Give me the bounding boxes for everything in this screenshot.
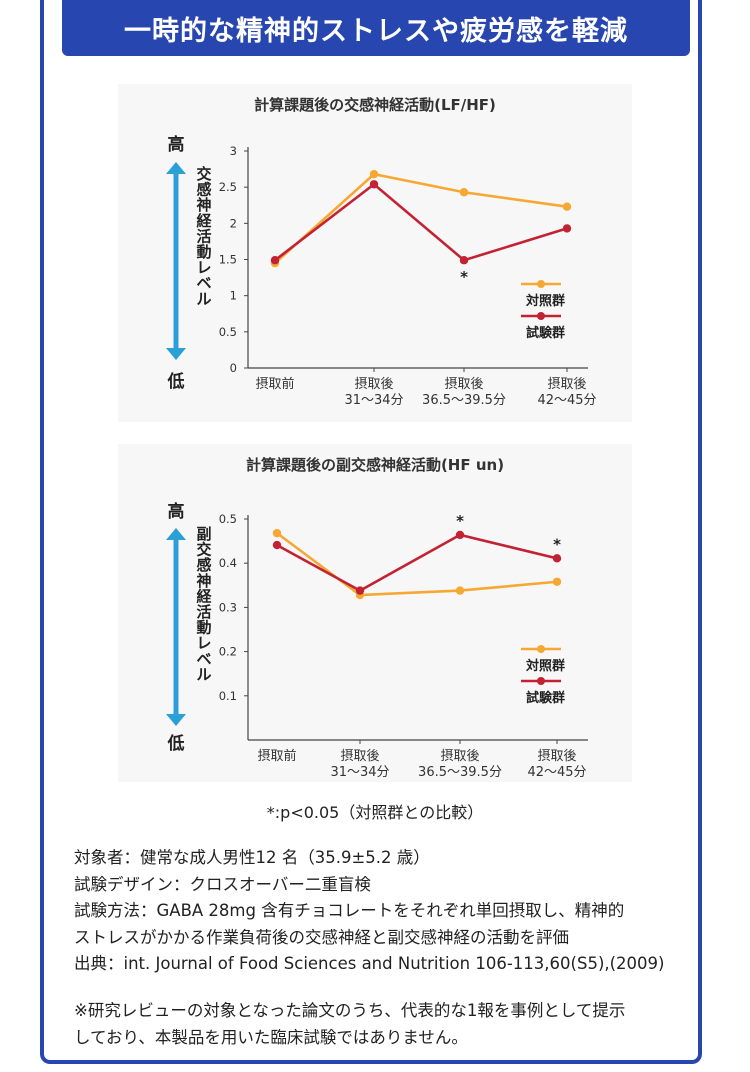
info-method-2: ストレスがかかる作業負荷後の交感神経と副交感神経の活動を評価 (74, 927, 569, 947)
x-tick-label: 31〜34分 (344, 393, 403, 408)
chart-title: 計算課題後の副交感神経活動(HF un) (246, 456, 504, 474)
x-tick-label: 42〜45分 (527, 765, 586, 780)
legend-label: 対照群 (525, 293, 565, 309)
level-arrow-up-icon (166, 162, 186, 174)
significance-marker: * (456, 512, 464, 530)
page-title: 一時的な精神的ストレスや疲労感を軽減 (124, 15, 628, 47)
chart-lfhf: 計算課題後の交感神経活動(LF/HF) 高低 交感神経活動レベル 0 0.5 1 1.5 2 2… (166, 96, 597, 408)
chart-title: 計算課題後の交感神経活動(LF/HF) (254, 96, 496, 114)
x-tick-label: 摂取後 (537, 748, 576, 764)
level-arrow-shaft (173, 538, 179, 716)
y-tick-label: 3 (230, 144, 237, 158)
x-tick-label: 摂取後 (444, 376, 483, 392)
y-low-label: 低 (167, 733, 185, 754)
x-tick-label: 摂取後 (340, 748, 379, 764)
info-method-1: 試験方法：GABA 28mg 含有チョコレートをそれぞれ単回摂取し、精神的 (74, 901, 625, 920)
y-tick-label: 2.5 (219, 180, 237, 194)
data-point-s0-0 (272, 528, 282, 538)
y-tick-label: 0.1 (219, 689, 237, 703)
data-point-s1-1 (369, 180, 379, 189)
data-point-s1-3 (562, 224, 572, 233)
info-subjects: 対象者：健常な成人男性12 名（35.9±5.2 歳） (74, 848, 430, 867)
x-tick-label: 摂取後 (440, 748, 479, 764)
y-axis-label: 交感神経活動レベル (196, 165, 212, 308)
y-low-label: 低 (167, 371, 185, 392)
series-line-0 (274, 172, 568, 265)
data-point-s1-2 (455, 530, 465, 540)
y-high-label: 高 (168, 134, 185, 155)
significance-marker: * (460, 268, 468, 286)
info-design: 試験デザイン：クロスオーバー二重盲検 (74, 874, 371, 894)
y-high-label: 高 (168, 501, 185, 522)
x-tick-label: 摂取前 (257, 748, 296, 764)
level-arrow-down-icon (166, 348, 186, 360)
y-tick-label: 0.2 (219, 645, 237, 659)
series-line-1 (274, 182, 568, 262)
y-tick-label: 0.3 (219, 600, 237, 614)
x-tick-label: 摂取後 (354, 376, 393, 392)
data-point-s0-3 (562, 202, 572, 211)
x-tick-label: 36.5〜39.5分 (422, 393, 506, 408)
level-arrow-shaft (173, 172, 179, 350)
data-point-s0-3 (552, 577, 562, 586)
significance-footnote: *:p<0.05（対照群との比較） (266, 803, 484, 822)
x-tick-label: 42〜45分 (537, 393, 596, 408)
y-tick-label: 0.4 (219, 556, 237, 570)
y-tick-label: 0.5 (219, 512, 237, 526)
x-tick-label: 31〜34分 (330, 765, 389, 780)
legend-marker (537, 280, 545, 288)
chart-panel-lfhf: 計算課題後の交感神経活動(LF/HF) 高低 交感神経活動レベル 0 0.5 1 1.5 2 2… (118, 84, 632, 422)
legend-marker (537, 677, 545, 685)
legend-label: 対照群 (525, 658, 565, 674)
chart-hfun: 計算課題後の副交感神経活動(HF un) 高低 副交感神経活動レベル 0.1 0.2 0.… (166, 456, 588, 780)
y-tick-label: 1.5 (219, 253, 237, 267)
data-point-s1-0 (272, 540, 282, 550)
data-point-s0-2 (459, 188, 469, 197)
x-tick-label: 摂取前 (255, 376, 294, 392)
data-point-s0-1 (369, 169, 379, 179)
legend-marker (537, 312, 545, 320)
level-arrow-up-icon (166, 528, 186, 540)
page-title-banner: 一時的な精神的ストレスや疲労感を軽減 (62, 0, 690, 56)
data-point-s1-1 (355, 586, 365, 595)
y-tick-label: 0 (230, 361, 237, 375)
study-info: 対象者：健常な成人男性12 名（35.9±5.2 歳） 試験デザイン：クロスオー… (74, 845, 694, 978)
level-arrow-down-icon (166, 714, 186, 726)
y-tick-label: 1 (230, 289, 237, 303)
legend-label: 試験群 (526, 325, 565, 341)
y-tick-label: 0.5 (219, 325, 237, 339)
y-axis-label: 副交感神経活動レベル (196, 525, 212, 683)
data-point-s0-2 (455, 586, 465, 595)
x-tick-label: 摂取後 (547, 376, 586, 392)
data-point-s1-0 (270, 256, 280, 265)
y-tick-label: 2 (230, 216, 237, 230)
note-line-1: ※研究レビューの対象となった論文のうち、代表的な1報を事例として提示 (74, 1001, 626, 1020)
significance-marker: * (553, 535, 561, 553)
series-line-1 (276, 533, 558, 593)
legend-label: 試験群 (526, 690, 565, 706)
data-point-s1-2 (459, 256, 469, 265)
disclaimer-note: ※研究レビューの対象となった論文のうち、代表的な1報を事例として提示 しており、… (74, 998, 694, 1051)
legend-marker (537, 645, 545, 653)
series-line-0 (276, 532, 558, 597)
info-source: 出典：int. Journal of Food Sciences and Nut… (74, 954, 665, 973)
note-line-2: しており、本製品を用いた臨床試験ではありません。 (74, 1027, 468, 1047)
chart-panel-hfun: 計算課題後の副交感神経活動(HF un) 高低 副交感神経活動レベル 0.1 0.2 0.… (118, 444, 632, 782)
data-point-s1-3 (552, 554, 562, 563)
x-tick-label: 36.5〜39.5分 (418, 765, 502, 780)
